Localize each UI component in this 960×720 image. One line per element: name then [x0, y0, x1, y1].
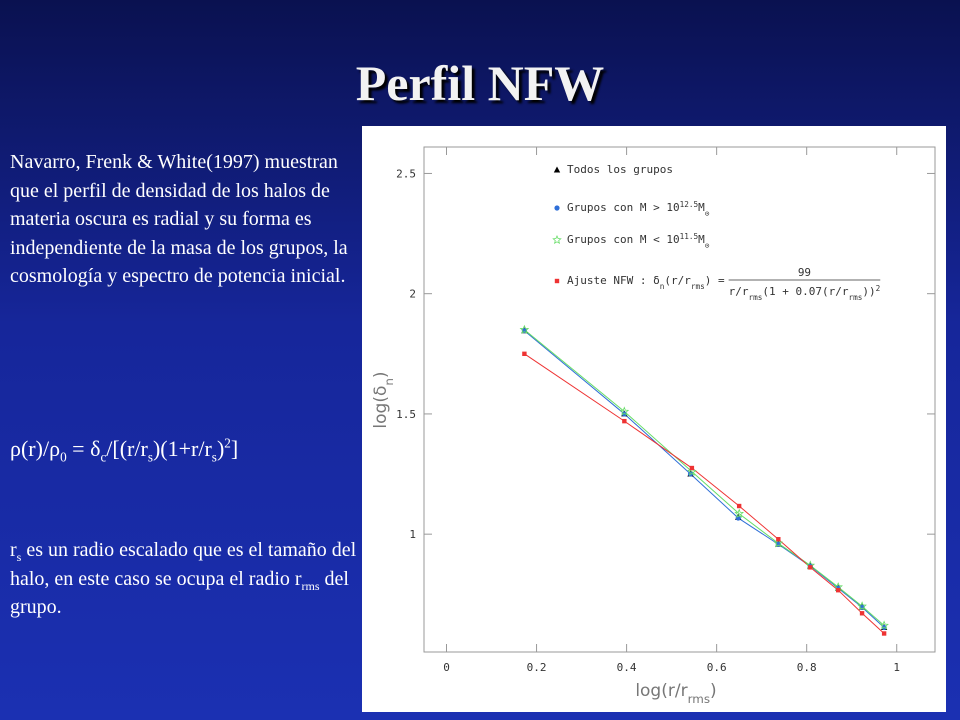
legend-label: Grupos con M > 1012.5M⊙ [567, 200, 710, 218]
point [734, 508, 744, 518]
text-run: rms [848, 293, 862, 302]
series-line [524, 330, 885, 628]
x-tick-label: 0.8 [797, 661, 817, 674]
legend-label: Ajuste NFW : δn(r/rrms) = [567, 274, 725, 291]
text-run: Todos los grupos [567, 163, 673, 176]
y-tick-label: 2.5 [396, 167, 416, 180]
text-run: n [660, 282, 665, 291]
text-run: log(δ [371, 386, 391, 429]
legend-marker [554, 278, 560, 284]
y-tick-label: 1.5 [396, 408, 416, 421]
legend-label: Todos los grupos [567, 163, 673, 176]
point [519, 324, 530, 334]
point [776, 537, 781, 542]
text-run: M [698, 233, 705, 246]
text-run: s [147, 449, 153, 465]
legend-marker [552, 235, 562, 245]
text-run: ⊙ [705, 241, 710, 250]
text-run: Grupos con M < 10 [567, 233, 680, 246]
text-run: (r/r [664, 274, 691, 287]
text-run: )) [862, 285, 875, 298]
text-run: M [698, 201, 705, 214]
legend-label: r/rrms(1 + 0.07(r/rrms))2 [729, 284, 881, 302]
legend-label: 99 [798, 266, 811, 279]
x-axis-label: log(r/rrms) [635, 681, 716, 706]
text-run: (1 + 0.07(r/r [762, 285, 848, 298]
point [881, 631, 887, 636]
text-run: 0 [60, 449, 67, 465]
text-run: rms [301, 578, 320, 593]
point [522, 351, 527, 357]
legend-marker [554, 205, 560, 211]
text-run: ) = [705, 274, 725, 287]
slide-title: Perfil NFW [355, 55, 605, 111]
legend-label: Grupos con M < 1011.5M⊙ [567, 232, 710, 250]
text-run: ) [216, 436, 225, 461]
text-run: del grupo. [10, 567, 349, 619]
text-run: es un radio escalado que es el tamaño de… [10, 539, 357, 590]
note: rs es un radio escalado que es el tamaño… [10, 536, 360, 622]
paragraph: Navarro, Frenk & White(1997) muestran qu… [10, 151, 348, 287]
legend-marker [553, 166, 561, 173]
x-tick-label: 0.2 [527, 661, 547, 674]
series-line [524, 353, 885, 634]
text-run: ⊙ [705, 209, 710, 218]
text-run: ) [710, 681, 717, 701]
text-run: 2 [224, 435, 231, 451]
text-run: Grupos con M > 10 [567, 201, 680, 214]
y-axis-label: log(δn) [371, 371, 396, 428]
text-run: )(1+r/r [152, 436, 212, 461]
text-run: ] [230, 436, 239, 461]
x-tick-label: 0.6 [707, 661, 727, 674]
text-run: ρ(r)/ρ [10, 436, 61, 461]
text-run: n [382, 378, 396, 386]
text-run: r [10, 539, 17, 561]
text-run: c [100, 449, 107, 465]
x-tick-label: 1 [893, 661, 900, 674]
text-run: rms [749, 293, 763, 302]
point [621, 411, 627, 417]
point [836, 587, 841, 593]
text-run: rms [688, 692, 710, 706]
formula: ρ(r)/ρ0 = δc/[(r/rs)(1+r/rs)2] [10, 435, 360, 464]
text-run: 11.5 [680, 232, 699, 241]
point [622, 418, 627, 424]
point [689, 465, 695, 471]
text-run: log(r/r [635, 681, 687, 701]
y-tick-label: 2 [409, 288, 416, 301]
text-run: 12.5 [680, 200, 699, 209]
text-run: r/r [729, 285, 749, 298]
chart: 0 0.2 0.4 0.6 0.8 111.522.5log(r/rrms)log(δn)… [362, 126, 946, 712]
point [736, 503, 742, 509]
point [879, 620, 889, 630]
point [687, 466, 697, 476]
point [857, 601, 867, 611]
text-run: 2 [876, 284, 881, 293]
point [773, 538, 784, 548]
x-tick-label: 0.4 [617, 661, 637, 674]
text-run: rms [691, 282, 705, 291]
plot-frame [423, 146, 936, 653]
y-tick-label: 1 [409, 528, 416, 541]
text-run: s [211, 449, 217, 465]
x-tick-label: 0 [443, 661, 450, 674]
point [859, 611, 865, 616]
text-run: Ajuste NFW : δ [567, 274, 660, 287]
text-run: = δ [66, 436, 101, 461]
text-run: s [16, 550, 22, 564]
text-run: /[(r/r [106, 436, 148, 461]
point [619, 406, 630, 416]
point [808, 565, 813, 570]
text-run: ) [371, 371, 391, 378]
